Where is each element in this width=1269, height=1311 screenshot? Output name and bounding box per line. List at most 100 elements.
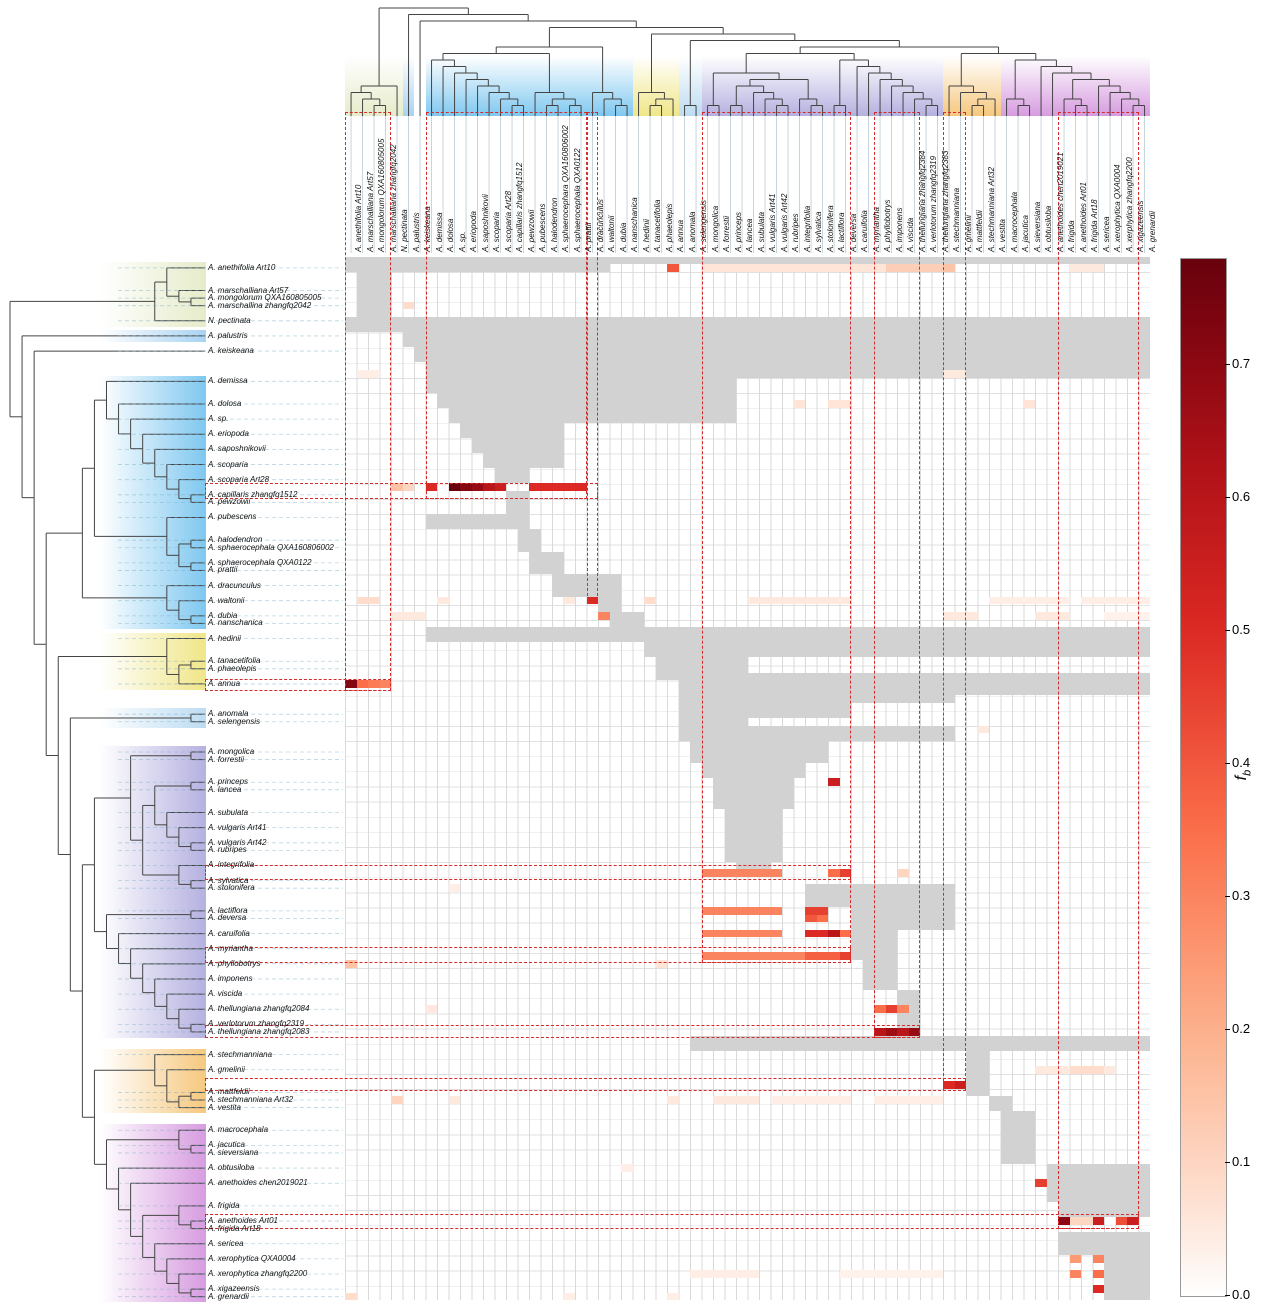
na-block: [425, 377, 737, 393]
heatmap-cell: [425, 1005, 438, 1013]
heatmap-cell: [724, 264, 737, 272]
na-block: [517, 528, 541, 552]
clade-wash-top-palustris: [402, 56, 415, 116]
heatmap-cell: [736, 907, 748, 915]
heatmap-cell: [1081, 1217, 1093, 1225]
row-label: A. imponens: [208, 973, 253, 983]
heatmap-cell: [379, 680, 392, 688]
highlight-box-vertical: [586, 112, 599, 602]
col-label: A. stechmanniana Art32: [986, 166, 996, 252]
na-block: [448, 407, 737, 423]
na-block: [345, 317, 1151, 333]
row-label: A. lactiflora: [208, 905, 248, 915]
col-label: A. demissa: [434, 212, 444, 252]
heatmap-cell: [345, 680, 357, 688]
col-label: A. rubripes: [791, 213, 801, 252]
heatmap-cell: [747, 1270, 760, 1278]
row-label: A. frigida Art18: [208, 1223, 261, 1233]
heatmap-cell: [954, 369, 967, 378]
col-label: A. pewzowii: [526, 209, 536, 252]
col-label: A. marschalliana Art57: [365, 171, 375, 252]
heatmap-cell: [770, 596, 783, 605]
col-label: A. thellungiana zhangfq2384: [917, 150, 927, 252]
row-label: A. sp.: [208, 414, 229, 424]
na-block: [425, 627, 1151, 643]
heatmap-cell: [793, 952, 806, 961]
heatmap-cell: [1058, 612, 1070, 620]
col-label: A. lactiflora: [837, 212, 847, 252]
highlight-box-horizontal: [205, 865, 852, 880]
heatmap-cell: [989, 596, 1001, 605]
clade-wash-left-basal-group: [100, 262, 206, 327]
row-label: A. sphaerocephala QXA0122: [208, 557, 312, 567]
na-block: [862, 960, 898, 991]
col-label: A. eriopoda: [469, 211, 479, 252]
col-label: A. vulgaris Art42: [779, 193, 789, 252]
heatmap-cell: [448, 884, 461, 892]
heatmap-cell: [1035, 596, 1047, 605]
heatmap-cell: [816, 929, 829, 938]
heatmap-cell: [1023, 596, 1036, 605]
heatmap-cell: [402, 483, 415, 491]
heatmap-cell: [897, 1270, 909, 1278]
na-block: [425, 362, 1151, 378]
colorbar-tick-mark: [1225, 497, 1230, 499]
heatmap-cell: [908, 1096, 921, 1104]
col-label: A. obtusiloba: [1044, 205, 1054, 252]
col-label: A. subulata: [756, 211, 766, 252]
heatmap-cell: [1115, 612, 1128, 620]
col-label: A. saposhnikovii: [480, 194, 490, 252]
row-label: A. marschalliana Art57: [208, 285, 289, 295]
row-label: A. marschallina zhangfq2042: [208, 300, 312, 310]
row-label: A. pewzowii: [208, 497, 251, 507]
na-block: [690, 740, 829, 764]
heatmap-cell: [552, 483, 564, 491]
highlight-box-horizontal: [205, 678, 392, 691]
heatmap-cell: [931, 264, 944, 272]
row-label: A. stolonifera: [208, 883, 255, 893]
heatmap-cell: [356, 369, 369, 378]
heatmap-cell: [897, 869, 909, 877]
colorbar-tick-mark: [1225, 364, 1230, 366]
heatmap-cell: [885, 264, 898, 272]
heatmap-cell: [782, 952, 794, 961]
row-label: A. thellungiana zhangfq2084: [208, 1004, 310, 1014]
heatmap-cell: [1127, 596, 1139, 605]
row-label: A. stechmanniana: [208, 1049, 273, 1059]
heatmap-cell: [667, 264, 679, 272]
heatmap-cell: [471, 483, 484, 491]
heatmap-cell: [908, 1028, 921, 1036]
colorbar-tick-mark: [1225, 896, 1230, 898]
heatmap-cell: [368, 680, 380, 688]
clade-wash-left-palustris: [100, 330, 206, 342]
heatmap-cell: [540, 483, 553, 491]
row-label: A. sieversiana: [208, 1147, 259, 1157]
heatmap-cell: [1104, 596, 1116, 605]
heatmap-cell: [770, 952, 783, 961]
row-label: A. anethoides Art01: [208, 1216, 278, 1226]
heatmap-cell: [747, 1096, 760, 1104]
row-label: A. deversa: [208, 913, 247, 923]
col-label: A. forrestii: [722, 215, 732, 252]
heatmap-cell: [828, 264, 840, 272]
colorbar-tick-label: 0.4: [1232, 755, 1251, 771]
heatmap-cell: [1058, 1065, 1070, 1074]
col-label: A. phaeolepis: [664, 203, 674, 252]
heatmap-cell: [736, 929, 748, 938]
highlight-box-horizontal: [205, 1214, 1139, 1230]
heatmap-cell: [782, 1096, 794, 1104]
heatmap-cell: [644, 596, 656, 605]
col-label: A. stolonifera: [825, 205, 835, 252]
heatmap-cell: [1081, 596, 1093, 605]
fb-label-sub: b: [1241, 769, 1254, 776]
heatmap-cell: [920, 264, 932, 272]
heatmap-cell: [1138, 596, 1151, 605]
highlight-box-horizontal: [205, 1078, 967, 1091]
clade-wash-top-artemisia-clade: [701, 56, 944, 116]
heatmap-cell: [1035, 1065, 1047, 1074]
colorbar-tick-label: 0.5: [1232, 622, 1251, 638]
heatmap-cell: [759, 264, 771, 272]
heatmap-cell: [770, 264, 783, 272]
heatmap-cell: [770, 907, 783, 915]
